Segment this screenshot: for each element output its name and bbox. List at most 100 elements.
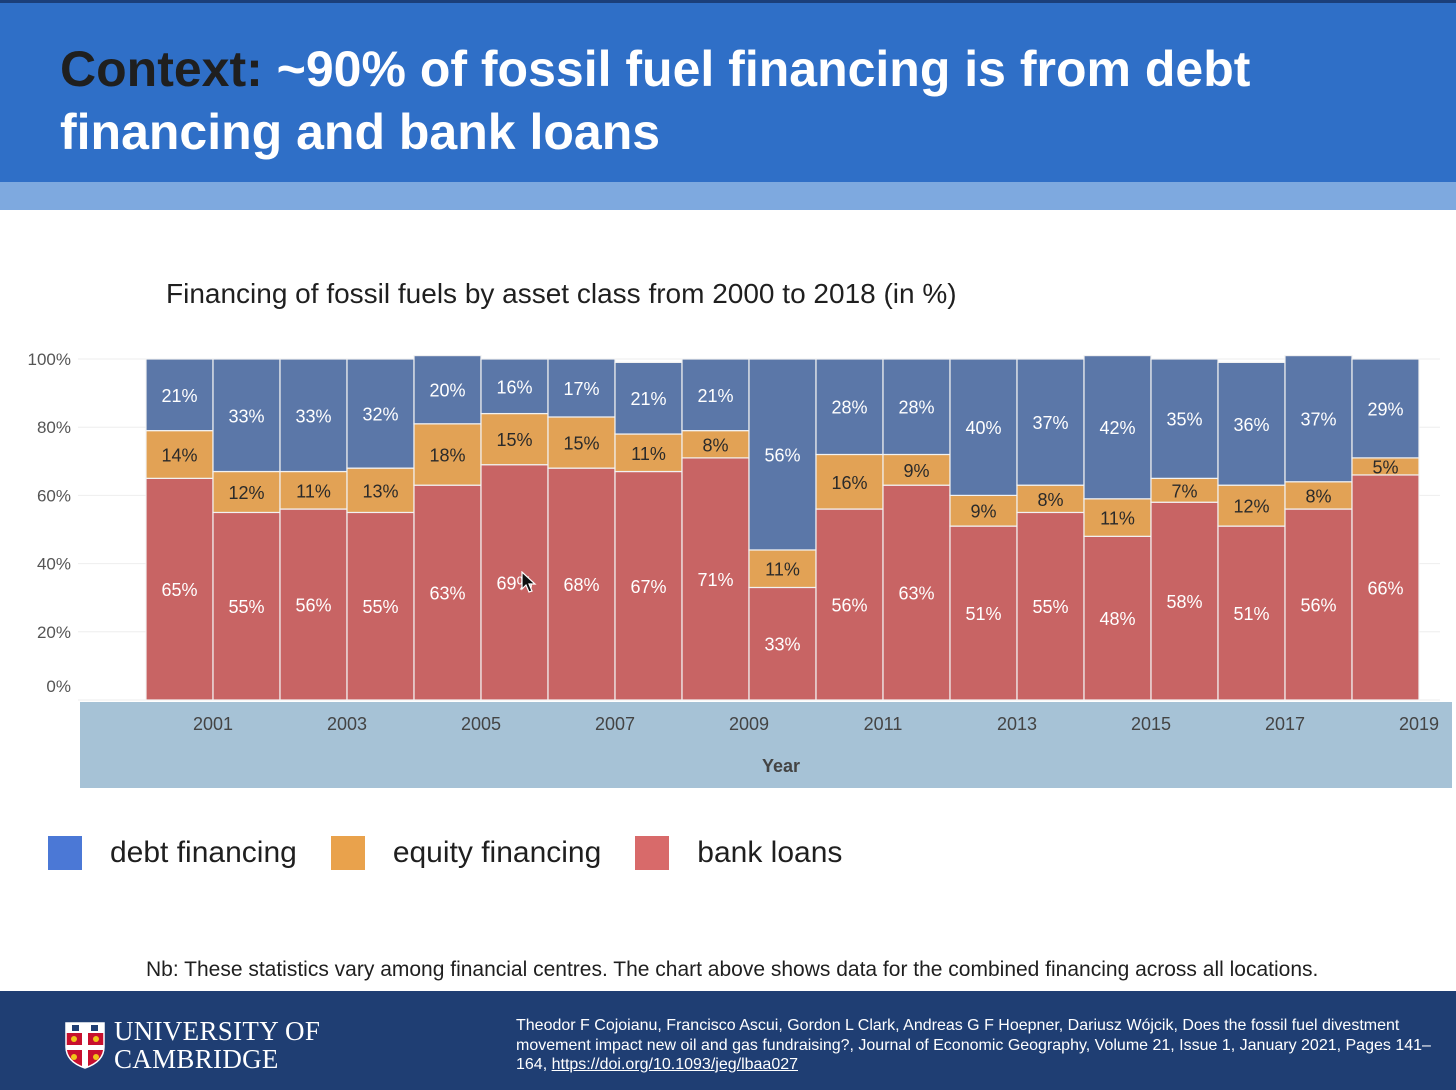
- data-label-debt-financing: 56%: [764, 445, 800, 465]
- data-label-equity-financing: 13%: [362, 481, 398, 501]
- header-accent-band: [0, 182, 1456, 210]
- data-label-debt-financing: 28%: [898, 398, 934, 418]
- data-label-equity-financing: 8%: [1037, 490, 1063, 510]
- bar-segment-bank-loans: [547, 467, 616, 701]
- y-tick-label: 40%: [37, 555, 71, 574]
- bar-segment-debt-financing: [882, 358, 951, 456]
- data-label-equity-financing: 11%: [765, 560, 800, 580]
- data-label-bank-loans: 66%: [1367, 578, 1403, 598]
- data-label-debt-financing: 21%: [161, 386, 197, 406]
- legend-label-debt: debt financing: [110, 836, 297, 869]
- data-label-debt-financing: 40%: [965, 418, 1001, 438]
- data-label-bank-loans: 56%: [295, 596, 331, 616]
- data-label-debt-financing: 35%: [1166, 410, 1202, 430]
- bar-segment-bank-loans: [1150, 501, 1219, 701]
- data-label-equity-financing: 14%: [161, 445, 197, 465]
- data-label-bank-loans: 55%: [1032, 597, 1068, 617]
- legend-item-debt: debt financing: [48, 836, 297, 870]
- data-label-bank-loans: 71%: [697, 570, 733, 590]
- data-label-equity-financing: 18%: [429, 445, 465, 465]
- data-label-equity-financing: 15%: [496, 430, 532, 450]
- data-label-equity-financing: 7%: [1171, 481, 1197, 501]
- bar-segment-bank-loans: [949, 525, 1018, 701]
- stacked-bar-chart: 0% 20% 40% 60% 80% 100% 65% 14% 21% 55% 12% 33% 56% 1…: [28, 350, 1452, 788]
- mouse-cursor-icon: [521, 571, 537, 593]
- data-label-bank-loans: 51%: [965, 604, 1001, 624]
- bar-segment-debt-financing: [1351, 358, 1420, 459]
- data-label-bank-loans: 56%: [831, 596, 867, 616]
- data-label-bank-loans: 63%: [429, 584, 465, 604]
- data-label-debt-financing: 32%: [362, 405, 398, 425]
- bar-segment-bank-loans: [1351, 474, 1420, 701]
- data-label-equity-financing: 12%: [228, 483, 264, 503]
- bar-segment-bank-loans: [1016, 511, 1085, 701]
- x-axis-title: Year: [762, 756, 800, 776]
- data-label-bank-loans: 55%: [362, 597, 398, 617]
- data-label-equity-financing: 8%: [702, 435, 728, 455]
- bar-segment-debt-financing: [1016, 358, 1085, 486]
- data-label-equity-financing: 5%: [1372, 457, 1398, 477]
- data-label-debt-financing: 33%: [295, 406, 331, 426]
- y-tick-label: 20%: [37, 623, 71, 642]
- legend-item-equity: equity financing: [330, 836, 602, 870]
- logo-line-1: UNIVERSITY OF: [114, 1016, 321, 1046]
- bar-segment-debt-financing: [1284, 354, 1353, 483]
- bar-segment-bank-loans: [413, 484, 482, 701]
- bar-segment-debt-financing: [480, 358, 549, 415]
- citation-doi-link[interactable]: https://doi.org/10.1093/jeg/lbaa027: [551, 1056, 799, 1073]
- bar-segment-bank-loans: [1217, 525, 1286, 701]
- data-label-bank-loans: 51%: [1233, 604, 1269, 624]
- bar-segment-bank-loans: [212, 511, 281, 701]
- bar-segment-debt-financing: [815, 358, 884, 456]
- data-label-equity-financing: 9%: [970, 502, 996, 522]
- legend-item-bank: bank loans: [635, 836, 842, 870]
- data-label-debt-financing: 42%: [1099, 418, 1135, 438]
- university-logo-text: UNIVERSITY OF CAMBRIDGE: [114, 1017, 320, 1073]
- slide-title: Context: ~90% of fossil fuel financing i…: [60, 38, 1400, 164]
- legend-swatch-debt: [48, 836, 82, 870]
- legend-label-equity: equity financing: [392, 836, 602, 869]
- bar-segment-bank-loans: [815, 508, 884, 701]
- bar-segment-bank-loans: [614, 470, 683, 701]
- logo-line-2: CAMBRIDGE: [114, 1044, 279, 1074]
- data-label-bank-loans: 68%: [563, 575, 599, 595]
- footnote: Nb: These statistics vary among financia…: [146, 958, 1319, 981]
- bar-segment-debt-financing: [681, 358, 750, 432]
- chart-legend: debt financing equity financing bank loa…: [48, 830, 876, 876]
- data-label-debt-financing: 21%: [697, 386, 733, 406]
- bar-segment-equity-financing: [212, 470, 281, 514]
- data-label-bank-loans: 55%: [228, 597, 264, 617]
- slide-header: [0, 0, 1456, 182]
- data-label-equity-financing: 15%: [563, 434, 599, 454]
- data-label-debt-financing: 36%: [1233, 415, 1269, 435]
- data-label-debt-financing: 17%: [563, 379, 599, 399]
- legend-swatch-bank: [635, 836, 670, 870]
- bar-segment-bank-loans: [681, 457, 750, 701]
- data-label-equity-financing: 16%: [831, 473, 867, 493]
- bar-segment-equity-financing: [1083, 498, 1152, 537]
- data-label-bank-loans: 63%: [898, 584, 934, 604]
- university-crest-icon: [65, 1022, 105, 1069]
- data-label-debt-financing: 33%: [228, 406, 264, 426]
- x-tick-label: 2017: [1265, 714, 1305, 734]
- x-tick-label: 2011: [864, 714, 903, 734]
- data-label-equity-financing: 8%: [1305, 486, 1331, 506]
- bar-segment-bank-loans: [279, 508, 348, 701]
- bar-segment-equity-financing: [346, 467, 415, 514]
- y-tick-label: 100%: [28, 350, 71, 369]
- bar-segment-debt-financing: [547, 358, 616, 418]
- data-label-equity-financing: 9%: [903, 461, 929, 481]
- bar-segment-equity-financing: [145, 430, 214, 479]
- x-tick-label: 2005: [461, 714, 501, 734]
- data-label-bank-loans: 56%: [1300, 596, 1336, 616]
- bar-segment-equity-financing: [681, 430, 750, 459]
- legend-label-bank: bank loans: [697, 836, 843, 869]
- slide-footer: [0, 991, 1456, 1090]
- bar-segment-debt-financing: [949, 358, 1018, 496]
- bar-segment-bank-loans: [480, 464, 549, 701]
- y-tick-label: 80%: [37, 418, 71, 437]
- data-label-bank-loans: 33%: [764, 635, 800, 655]
- x-tick-label: 2013: [997, 714, 1037, 734]
- x-axis-band: [80, 702, 1452, 788]
- x-tick-label: 2007: [595, 714, 635, 734]
